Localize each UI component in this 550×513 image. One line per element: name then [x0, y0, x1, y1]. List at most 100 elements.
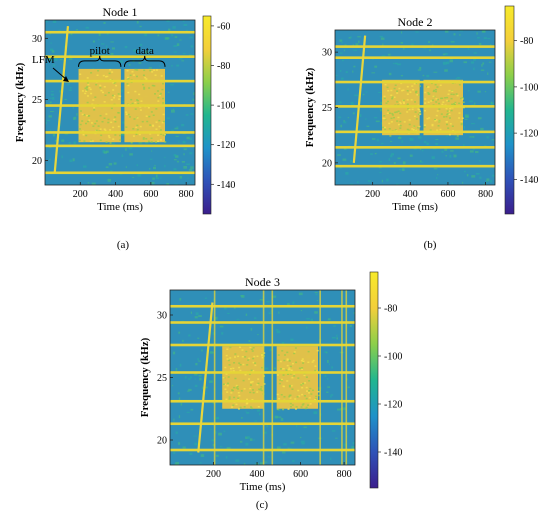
signal-speckle	[261, 354, 264, 357]
signal-speckle	[281, 350, 284, 352]
noise-speckle	[464, 118, 468, 121]
signal-speckle	[146, 120, 149, 123]
signal-speckle	[428, 117, 431, 119]
noise-speckle	[160, 177, 162, 179]
signal-speckle	[155, 121, 158, 123]
signal-speckle	[439, 128, 442, 131]
noise-speckle	[415, 31, 419, 33]
noise-speckle	[337, 154, 341, 156]
signal-speckle	[232, 367, 235, 370]
noise-speckle	[380, 37, 385, 40]
signal-block-2	[276, 346, 318, 409]
noise-speckle	[148, 168, 151, 170]
tonal-band	[170, 321, 355, 324]
y-axis-label: Frequency (kHz)	[14, 62, 26, 142]
signal-speckle	[236, 385, 239, 388]
x-tick-label: 200	[206, 469, 221, 480]
signal-speckle	[302, 403, 305, 405]
noise-speckle	[220, 446, 223, 448]
noise-speckle	[186, 163, 190, 166]
signal-speckle	[461, 97, 464, 99]
signal-speckle	[294, 408, 297, 410]
noise-speckle	[132, 176, 135, 178]
noise-speckle	[486, 178, 490, 182]
tonal-band	[335, 164, 495, 168]
noise-speckle	[150, 181, 155, 185]
noise-speckle	[189, 137, 193, 141]
signal-speckle	[317, 394, 320, 397]
colorbar-tick-label: -140	[384, 448, 402, 459]
noise-speckle	[263, 431, 267, 434]
signal-speckle	[298, 395, 301, 397]
signal-speckle	[454, 101, 457, 104]
signal-speckle	[229, 368, 232, 370]
noise-speckle	[347, 88, 349, 91]
noise-speckle	[419, 148, 422, 151]
signal-speckle	[386, 112, 389, 114]
signal-speckle	[415, 118, 418, 120]
noise-speckle	[179, 175, 183, 179]
noise-speckle	[393, 162, 396, 164]
noise-speckle	[426, 74, 430, 78]
signal-speckle	[100, 134, 103, 137]
noise-speckle	[482, 62, 485, 65]
noise-speckle	[183, 24, 188, 27]
spectrogram-area	[170, 290, 355, 465]
signal-speckle	[287, 359, 290, 362]
noise-speckle	[200, 454, 205, 458]
noise-speckle	[394, 62, 398, 65]
signal-speckle	[126, 83, 129, 85]
signal-speckle	[387, 89, 390, 92]
signal-speckle	[436, 129, 439, 132]
signal-speckle	[283, 354, 286, 356]
signal-speckle	[225, 373, 228, 375]
signal-speckle	[110, 107, 113, 110]
signal-speckle	[119, 95, 122, 98]
signal-speckle	[408, 123, 411, 126]
annotation-pilot: pilot	[90, 45, 110, 57]
signal-speckle	[103, 86, 106, 88]
signal-speckle	[86, 114, 89, 117]
noise-speckle	[245, 442, 249, 446]
tonal-band	[45, 104, 195, 107]
signal-speckle	[150, 137, 153, 140]
signal-speckle	[126, 76, 129, 79]
noise-speckle	[338, 116, 342, 119]
signal-speckle	[437, 102, 440, 105]
signal-speckle	[250, 406, 253, 408]
noise-speckle	[110, 170, 113, 173]
signal-speckle	[391, 97, 394, 100]
signal-speckle	[159, 93, 162, 96]
noise-speckle	[176, 43, 180, 46]
noise-speckle	[129, 153, 133, 156]
noise-speckle	[420, 161, 424, 163]
noise-speckle	[195, 312, 199, 316]
signal-speckle	[458, 102, 461, 105]
noise-speckle	[359, 114, 362, 118]
noise-speckle	[128, 147, 133, 150]
noise-speckle	[91, 182, 96, 185]
signal-speckle	[142, 137, 145, 139]
noise-speckle	[54, 139, 58, 142]
noise-speckle	[336, 334, 338, 337]
colorbar-tick-label: -100	[384, 352, 402, 363]
signal-speckle	[305, 376, 308, 378]
signal-speckle	[383, 95, 386, 98]
noise-speckle	[264, 367, 269, 370]
noise-speckle	[343, 121, 347, 124]
noise-speckle	[139, 25, 142, 28]
signal-speckle	[459, 97, 462, 100]
noise-speckle	[61, 139, 65, 142]
noise-speckle	[183, 153, 185, 156]
noise-speckle	[393, 62, 395, 65]
x-tick-label: 400	[108, 189, 123, 200]
signal-speckle	[225, 354, 228, 357]
noise-speckle	[266, 425, 268, 428]
noise-speckle	[374, 152, 377, 155]
noise-speckle	[98, 38, 100, 41]
signal-speckle	[294, 347, 297, 349]
noise-speckle	[236, 318, 240, 320]
signal-speckle	[296, 396, 299, 398]
noise-speckle	[76, 113, 78, 116]
noise-speckle	[92, 40, 96, 43]
